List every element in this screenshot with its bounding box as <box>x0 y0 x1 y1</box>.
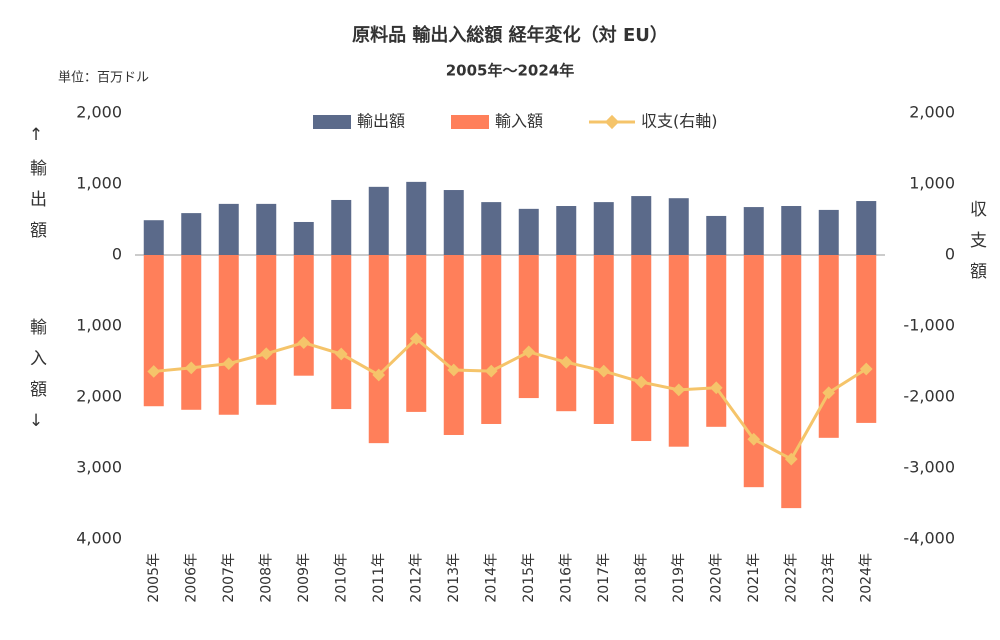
x-tick-label: 2017年 <box>596 553 612 603</box>
bar <box>706 255 727 427</box>
y2-tick-label: -3,000 <box>903 458 955 477</box>
y-axis-label: ↑輸出額 <box>26 125 47 252</box>
bar <box>631 196 652 255</box>
bar <box>743 255 764 488</box>
x-tick-label: 2006年 <box>183 553 199 603</box>
line-marker <box>447 363 461 377</box>
y2-axis-label: 収支額 <box>966 200 987 293</box>
line-marker <box>297 336 311 350</box>
bar <box>743 207 764 255</box>
y-tick-label: 2,000 <box>76 103 122 122</box>
x-tick-label: 2022年 <box>783 553 799 603</box>
x-tick-label: 2008年 <box>258 553 274 603</box>
legend-label: 輸出額 <box>357 112 405 131</box>
bar <box>856 255 877 423</box>
chart-title: 原料品 輸出入総額 経年変化（対 EU） <box>352 24 668 46</box>
y-axis-label: 輸入額↓ <box>26 318 47 445</box>
y2-tick-label: -2,000 <box>903 387 955 406</box>
y-tick-label: 1,000 <box>76 316 122 335</box>
line-marker <box>147 365 161 378</box>
bar <box>556 255 577 412</box>
bar <box>293 221 314 255</box>
bar <box>368 186 389 255</box>
bar <box>256 203 277 255</box>
line-marker <box>372 368 386 382</box>
x-tick-label: 2013年 <box>446 553 462 603</box>
bar <box>556 206 577 255</box>
bar <box>256 255 277 405</box>
legend-swatch <box>451 115 489 129</box>
y2-tick-label: 0 <box>945 245 955 264</box>
x-tick-label: 2011年 <box>371 553 387 603</box>
x-tick-label: 2015年 <box>521 553 537 603</box>
x-tick-label: 2018年 <box>633 553 649 603</box>
x-tick-label: 2024年 <box>858 553 874 603</box>
bar <box>518 255 539 399</box>
bar <box>706 215 727 255</box>
bar <box>143 255 164 407</box>
y-tick-label: 2,000 <box>76 387 122 406</box>
line-marker <box>409 332 423 346</box>
chart-subtitle: 2005年～2024年 <box>446 62 575 80</box>
line-marker <box>334 347 348 361</box>
line-marker <box>259 347 273 361</box>
unit-label: 単位：百万ドル <box>58 70 149 86</box>
legend-swatch <box>313 115 351 129</box>
bar <box>293 255 314 376</box>
line <box>153 336 868 462</box>
x-tick-label: 2020年 <box>708 553 724 603</box>
bar <box>481 202 502 255</box>
y2-tick-label: 1,000 <box>909 174 955 193</box>
x-tick-label: 2016年 <box>558 553 574 603</box>
bar <box>218 255 239 415</box>
line-marker <box>484 364 498 378</box>
bar <box>368 255 389 444</box>
bar <box>406 181 427 255</box>
line-marker <box>184 361 198 375</box>
legend-label: 収支(右軸) <box>641 112 718 131</box>
bar <box>668 198 689 255</box>
bar <box>218 203 239 255</box>
bar <box>331 255 352 410</box>
x-tick-label: 2010年 <box>333 553 349 603</box>
y-tick-label: 3,000 <box>76 458 122 477</box>
y2-tick-label: -1,000 <box>903 316 955 335</box>
x-tick-label: 2023年 <box>821 553 837 603</box>
y2-tick-label: -4,000 <box>903 529 955 548</box>
x-tick-label: 2012年 <box>408 553 424 603</box>
bar <box>593 202 614 255</box>
legend-marker <box>604 114 620 130</box>
bar <box>631 255 652 442</box>
bar <box>181 213 202 255</box>
x-tick-label: 2014年 <box>483 553 499 603</box>
bar <box>668 255 689 447</box>
line-marker <box>222 357 236 370</box>
x-tick-label: 2009年 <box>296 553 312 603</box>
y-tick-label: 4,000 <box>76 529 122 548</box>
y-tick-label: 1,000 <box>76 174 122 193</box>
y2-tick-label: 2,000 <box>909 103 955 122</box>
x-tick-label: 2005年 <box>146 553 162 603</box>
bar <box>143 220 164 255</box>
bar <box>781 255 802 509</box>
legend-label: 輸入額 <box>495 112 543 131</box>
bar <box>593 255 614 424</box>
y-tick-label: 0 <box>112 245 122 264</box>
bar <box>856 201 877 255</box>
bar <box>181 255 202 410</box>
bar <box>818 255 839 438</box>
bar <box>518 208 539 255</box>
bar <box>818 209 839 255</box>
bar <box>481 255 502 424</box>
x-tick-label: 2021年 <box>746 553 762 603</box>
bar <box>781 206 802 255</box>
x-tick-label: 2019年 <box>671 553 687 603</box>
x-tick-label: 2007年 <box>221 553 237 603</box>
bar <box>443 190 464 255</box>
bar <box>443 255 464 435</box>
bar <box>331 199 352 255</box>
